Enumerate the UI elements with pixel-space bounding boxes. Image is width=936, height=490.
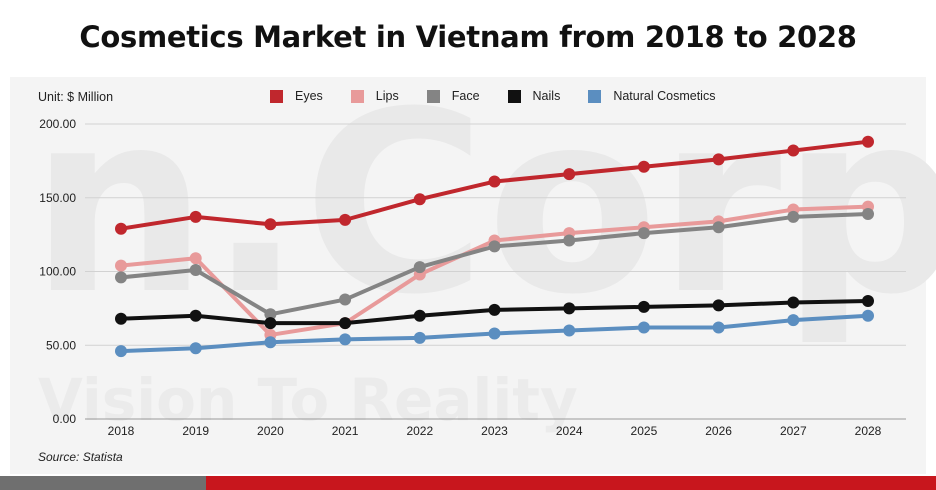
x-tick-label: 2018 [108,424,135,438]
x-tick-label: 2020 [257,424,284,438]
data-point [488,327,501,340]
data-point [189,342,202,355]
legend-label: Face [451,89,480,103]
x-tick-label: 2026 [705,424,732,438]
data-point [862,309,874,322]
data-point [787,314,800,327]
legend-item: Nails [507,89,561,103]
data-point [115,345,127,358]
x-tick-label: 2022 [406,424,433,438]
data-point [189,309,202,322]
data-point [339,333,352,346]
legend-label: Nails [532,89,561,103]
legend-swatch [270,89,283,103]
chart-panel [10,77,926,474]
data-point [712,153,725,166]
data-point [413,331,426,344]
data-point [413,261,426,274]
legend-label: Lips [375,89,399,103]
legend-item: Face [426,89,480,103]
legend-label: Natural Cosmetics [613,89,716,103]
data-point [189,252,202,265]
x-tick-label: 2019 [182,424,209,438]
data-point [189,210,202,223]
data-point [488,303,501,316]
x-tick-label: 2024 [556,424,583,438]
data-point [339,293,352,306]
source-note: Source: Statista [38,450,123,464]
data-point [264,336,277,349]
x-tick-label: 2028 [855,424,882,438]
x-tick-label: 2027 [780,424,807,438]
data-point [862,295,874,307]
legend-item: Lips [350,89,399,103]
footer-bar-red [206,476,936,490]
data-point [488,175,501,188]
series-natural-cosmetics [115,309,874,358]
legend-label: Eyes [295,89,323,103]
x-tick-label: 2023 [481,424,508,438]
data-point [563,168,576,181]
y-tick-label: 200.00 [39,117,76,131]
data-point [115,312,127,325]
data-point [563,234,576,247]
data-point [264,218,277,231]
data-point [637,160,650,173]
x-tick-label: 2021 [332,424,359,438]
y-tick-label: 0.00 [53,412,77,426]
legend-swatch [507,89,521,103]
legend-swatch [426,89,440,103]
y-tick-label: 150.00 [39,191,76,205]
data-point [862,135,874,148]
data-point [189,264,202,277]
data-point [115,259,127,272]
watermark: n.Corp Vision To Reality [30,58,936,434]
watermark-tagline: Vision To Reality [38,366,578,434]
data-point [712,221,725,234]
legend-swatch [588,89,602,103]
data-point [712,299,725,312]
data-point [787,210,800,223]
series-group [115,135,874,358]
data-point [862,207,874,220]
data-point [115,222,127,235]
series-eyes [115,135,874,235]
data-point [637,300,650,313]
unit-label: Unit: $ Million [38,90,114,104]
series-face [115,207,874,321]
data-point [264,317,277,330]
y-tick-label: 50.00 [46,338,76,352]
legend: Eyes Lips Face Nails Natural Cosmetics [270,89,743,103]
watermark-logo: n.Corp [30,58,936,349]
data-point [563,302,576,315]
data-point [787,296,800,309]
data-point [339,213,352,226]
data-point [563,324,576,337]
data-point [488,240,501,253]
data-point [115,271,127,284]
series-nails [115,295,874,330]
legend-swatch [350,89,364,103]
chart-title: Cosmetics Market in Vietnam from 2018 to… [79,20,857,54]
legend-item: Eyes [270,89,323,103]
data-point [264,308,277,321]
data-point [413,309,426,322]
data-point [413,193,426,206]
footer-bar-grey [0,476,206,490]
y-axis-ticks: 0.00 50.00 100.00 150.00 200.00 [39,117,76,426]
x-axis-ticks: 2018 2019 2020 2021 2022 2023 2024 2025 2026 2027… [108,424,882,438]
data-point [339,317,352,330]
data-point [712,321,725,334]
legend-item: Natural Cosmetics [588,89,715,103]
data-point [787,144,800,157]
data-point [637,227,650,240]
x-tick-label: 2025 [631,424,658,438]
y-tick-label: 100.00 [39,265,76,279]
data-point [637,321,650,334]
